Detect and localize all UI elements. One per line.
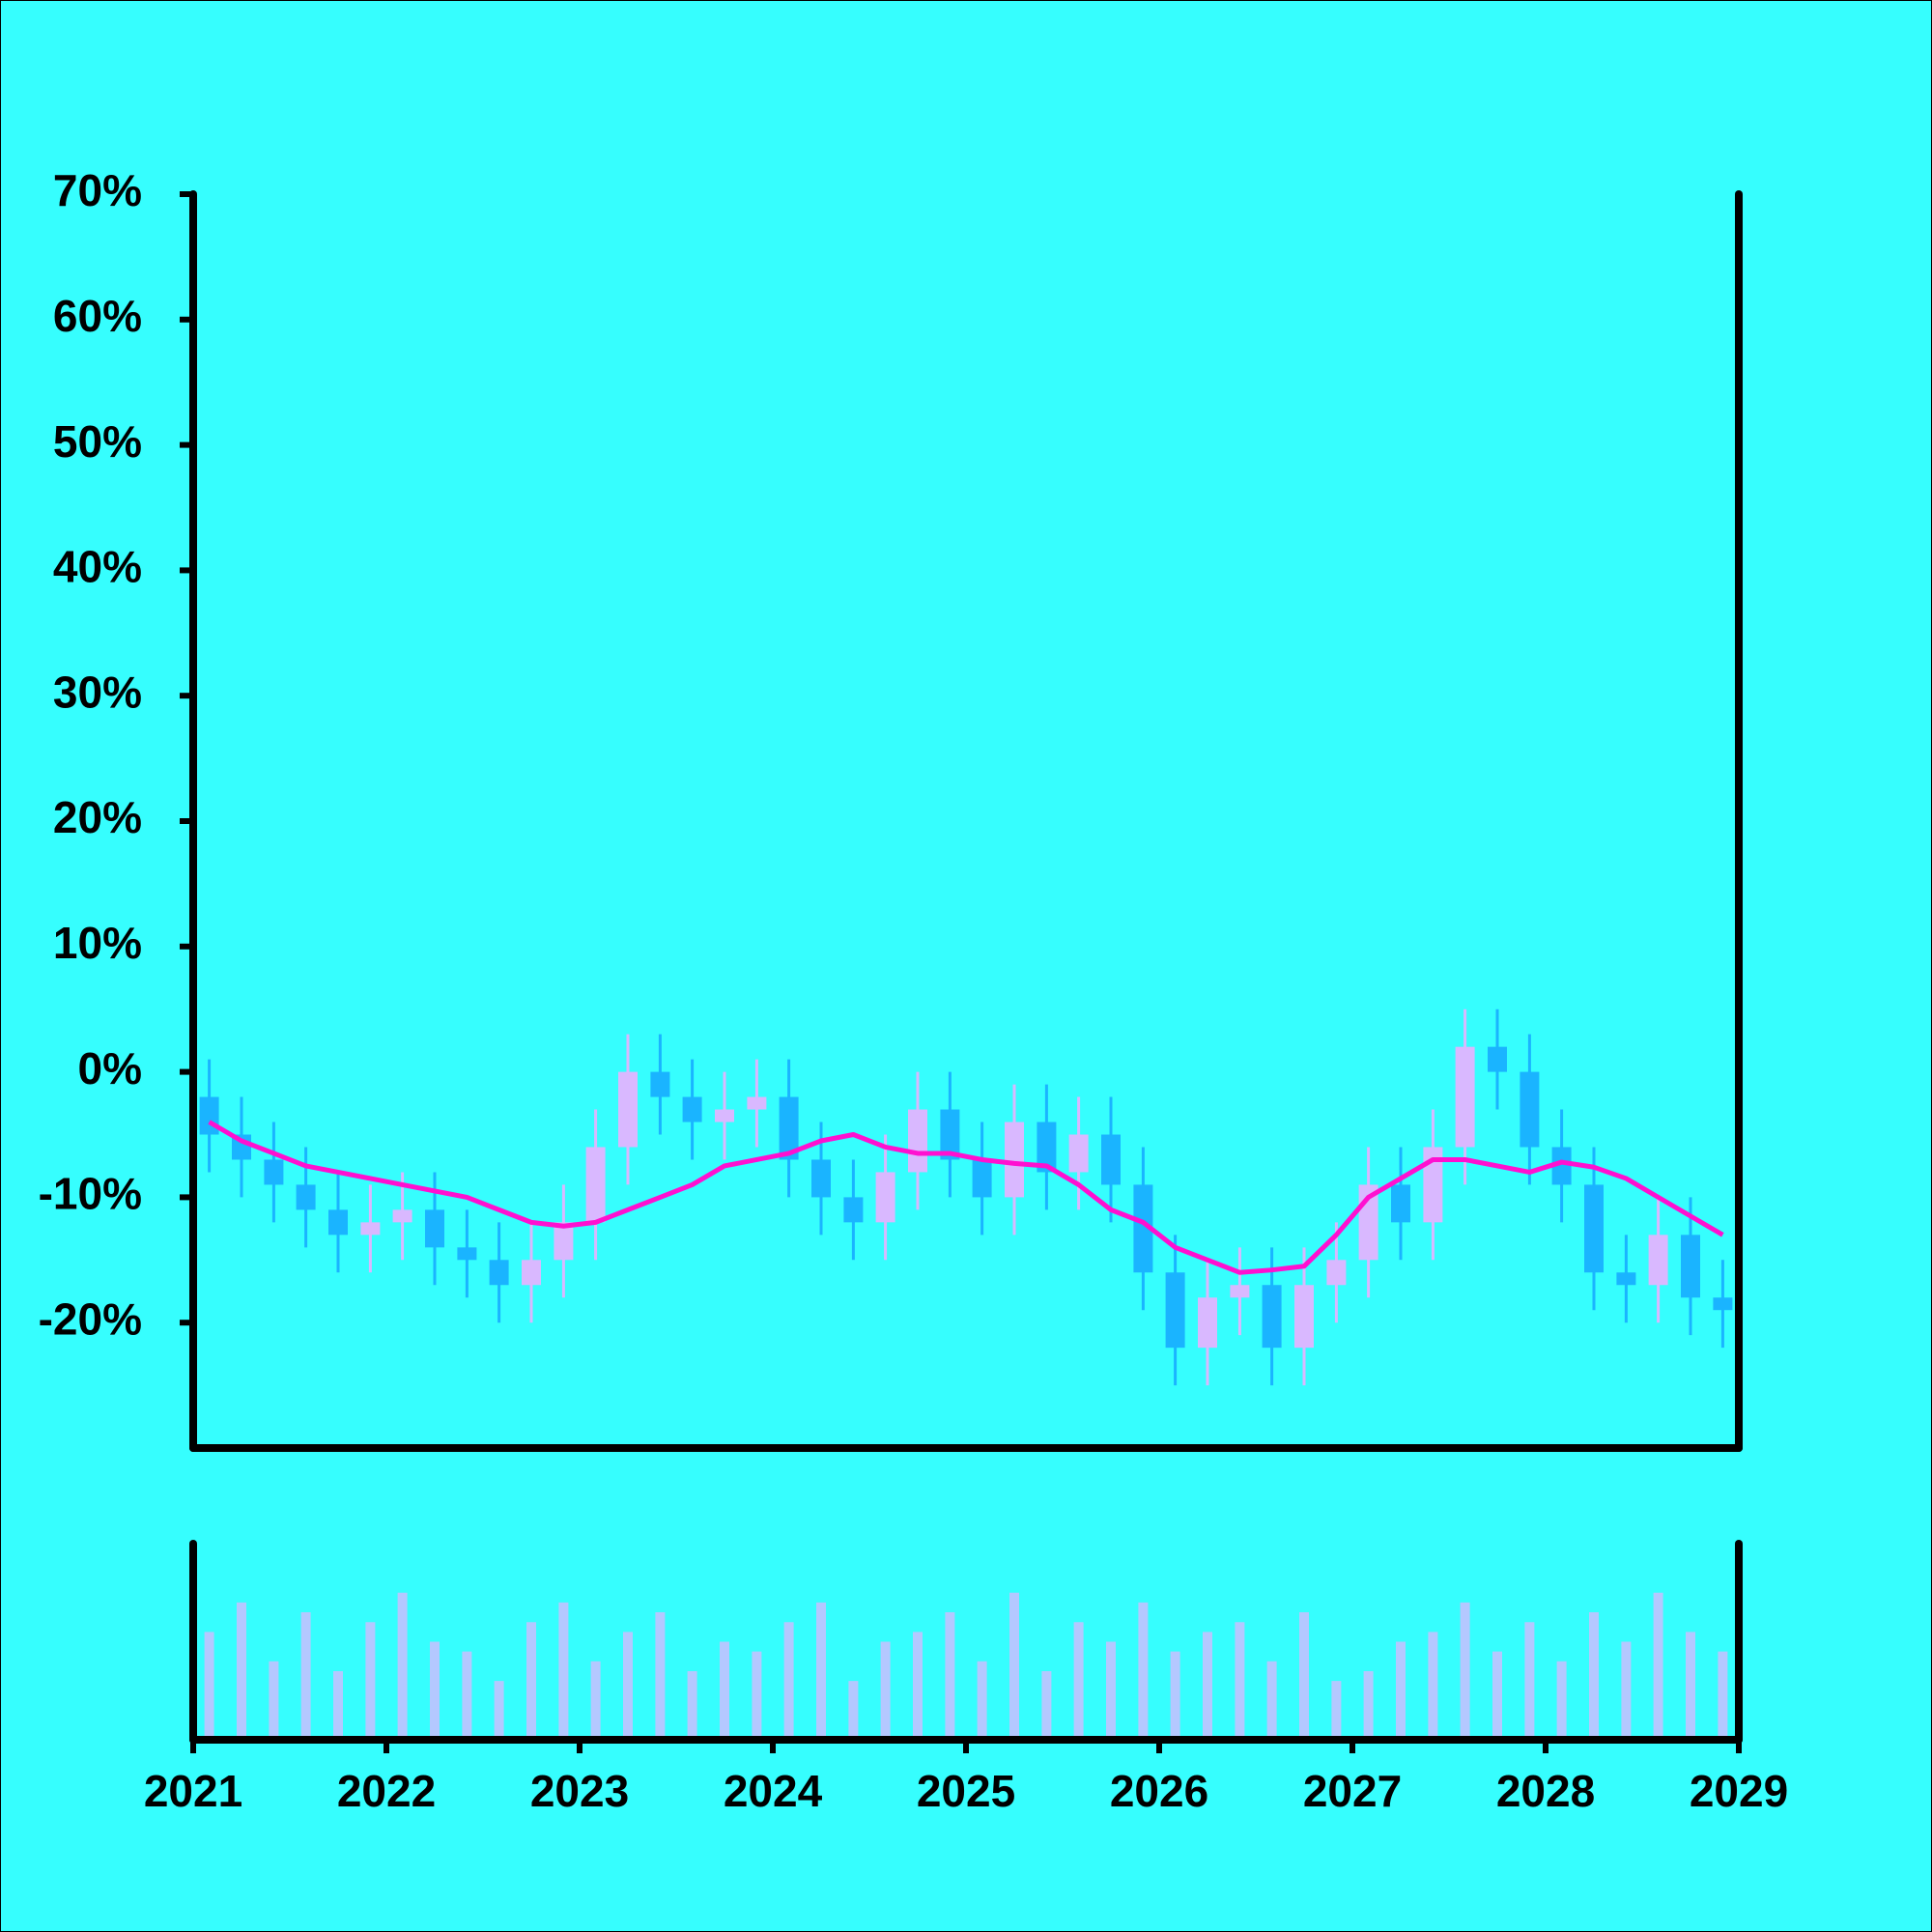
candle-body	[1101, 1134, 1121, 1185]
candle-body	[875, 1172, 895, 1223]
candle-body	[1037, 1122, 1057, 1173]
candle-body	[811, 1159, 831, 1198]
y-tick-label: 20%	[53, 792, 142, 842]
candle-body	[1133, 1184, 1153, 1273]
candle-body	[1488, 1046, 1507, 1072]
candle-body	[1326, 1260, 1347, 1286]
candle-body	[360, 1222, 381, 1236]
candle-body	[779, 1096, 799, 1160]
y-tick-label: 70%	[53, 165, 142, 215]
candle-body	[296, 1184, 316, 1210]
candle-body	[682, 1096, 702, 1122]
x-tick-label: 2028	[1496, 1766, 1595, 1816]
moving-average	[208, 1120, 1724, 1275]
candle-body	[554, 1222, 574, 1261]
candle-body	[457, 1247, 477, 1261]
y-tick-label: 0%	[78, 1043, 142, 1094]
y-tick-label: 40%	[53, 542, 142, 592]
candle-body	[1551, 1147, 1572, 1185]
candle-body	[264, 1159, 284, 1185]
y-tick-label: -10%	[39, 1169, 142, 1219]
candle-body	[747, 1096, 767, 1110]
marks	[199, 1009, 1733, 1740]
y-tick-label: 10%	[53, 918, 142, 968]
candle-body	[843, 1197, 864, 1223]
candle-body	[650, 1071, 670, 1097]
x-tick-label: 2024	[724, 1766, 823, 1816]
candle-body	[1681, 1235, 1700, 1298]
candle-body	[1005, 1122, 1024, 1198]
candle-body	[1423, 1147, 1443, 1223]
x-tick-label: 2029	[1690, 1766, 1788, 1816]
candle-body	[715, 1109, 734, 1122]
candle-body	[618, 1071, 638, 1148]
candle-body	[1165, 1272, 1185, 1349]
candle-body	[1520, 1071, 1540, 1148]
x-tick-label: 2027	[1303, 1766, 1402, 1816]
candle-body	[489, 1260, 509, 1286]
x-tick-label: 2022	[337, 1766, 436, 1816]
candle-body	[328, 1209, 348, 1236]
candle-body	[522, 1260, 541, 1286]
candle-body	[1262, 1285, 1282, 1349]
candle-body	[1391, 1184, 1410, 1223]
axes	[189, 190, 1743, 1744]
candle-body	[1198, 1297, 1217, 1349]
candle-body	[1616, 1272, 1636, 1286]
x-tick-label: 2021	[144, 1766, 242, 1816]
candle-body	[1068, 1134, 1089, 1173]
candle-body	[1713, 1297, 1733, 1311]
y-tick-label: 50%	[53, 416, 142, 467]
candle-body	[908, 1109, 927, 1173]
candle-body	[1455, 1046, 1475, 1148]
candle-body	[425, 1209, 444, 1248]
y-tick-label: -20%	[39, 1293, 142, 1344]
candle-body	[1648, 1235, 1668, 1286]
candle-body	[1294, 1285, 1314, 1349]
candle-body	[972, 1159, 992, 1198]
x-tick-label: 2025	[917, 1766, 1015, 1816]
candle-body	[1584, 1184, 1604, 1273]
candle-body	[585, 1147, 606, 1223]
x-tick-label: 2026	[1110, 1766, 1208, 1816]
y-tick-label: 60%	[53, 291, 142, 341]
y-tick-label: 30%	[53, 667, 142, 717]
x-tick-label: 2023	[530, 1766, 629, 1816]
candle-body	[199, 1096, 219, 1135]
candle-body	[1230, 1285, 1250, 1298]
candle-body	[940, 1109, 960, 1160]
candle-body	[392, 1209, 412, 1223]
